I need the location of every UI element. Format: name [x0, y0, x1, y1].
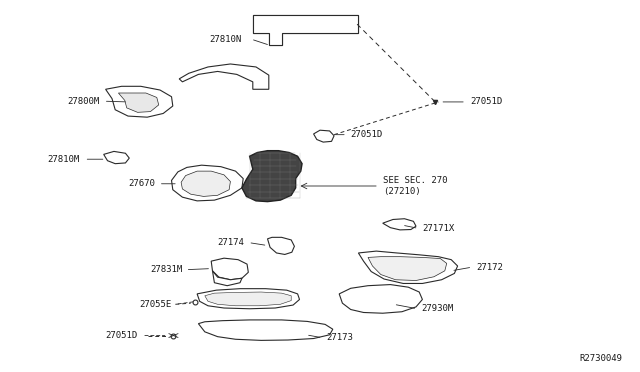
- Polygon shape: [358, 251, 458, 283]
- Polygon shape: [314, 130, 334, 142]
- Polygon shape: [253, 15, 358, 45]
- Polygon shape: [172, 165, 243, 201]
- Text: 27051D: 27051D: [351, 130, 383, 139]
- Polygon shape: [205, 292, 291, 306]
- Polygon shape: [368, 257, 447, 280]
- Polygon shape: [179, 64, 269, 89]
- Text: 27051D: 27051D: [106, 331, 138, 340]
- Text: 27172: 27172: [477, 263, 504, 272]
- Text: 27810N: 27810N: [210, 35, 242, 44]
- Text: 27831M: 27831M: [150, 265, 182, 274]
- Text: 27930M: 27930M: [421, 304, 453, 313]
- Polygon shape: [118, 93, 159, 112]
- Text: 27173: 27173: [326, 333, 353, 342]
- Polygon shape: [211, 258, 248, 280]
- Text: 27174: 27174: [218, 238, 244, 247]
- Polygon shape: [268, 237, 294, 254]
- Text: 27171X: 27171X: [422, 224, 454, 233]
- Polygon shape: [181, 171, 230, 196]
- Polygon shape: [212, 271, 242, 286]
- Polygon shape: [242, 151, 302, 202]
- Text: SEE SEC. 270
(27210): SEE SEC. 270 (27210): [383, 176, 447, 196]
- Text: 27670: 27670: [128, 179, 155, 188]
- Polygon shape: [253, 15, 358, 45]
- Text: 27055E: 27055E: [140, 300, 172, 309]
- Polygon shape: [106, 86, 173, 117]
- Text: 27810M: 27810M: [48, 155, 80, 164]
- Polygon shape: [198, 320, 333, 340]
- Polygon shape: [197, 289, 300, 309]
- Text: 27051D: 27051D: [470, 97, 502, 106]
- Polygon shape: [104, 151, 129, 164]
- Polygon shape: [339, 285, 422, 313]
- Text: 27800M: 27800M: [67, 97, 99, 106]
- Polygon shape: [383, 219, 416, 230]
- Text: R2730049: R2730049: [579, 354, 622, 363]
